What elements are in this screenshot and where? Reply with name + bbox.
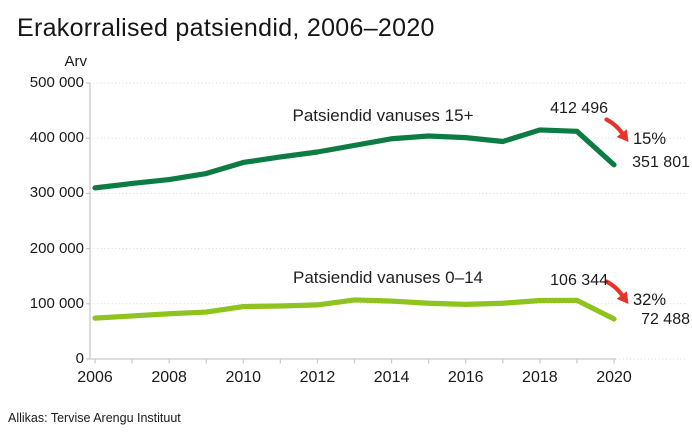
y-axis-title: Arv xyxy=(64,53,88,70)
value-label-2020-ages-15plus: 351 801 xyxy=(632,154,690,171)
series-label-ages-15plus: Patsiendid vanuses 15+ xyxy=(292,106,474,125)
y-tick-label: 400 000 xyxy=(29,129,84,147)
x-tick-label: 2020 xyxy=(596,369,632,386)
y-tick-label: 300 000 xyxy=(29,184,84,202)
decline-percent-ages-15plus: 15% xyxy=(633,130,667,148)
x-tick-label: 2008 xyxy=(151,369,187,386)
x-tick-label: 2016 xyxy=(447,369,484,386)
y-tick-label: 200 000 xyxy=(29,239,84,257)
decline-arrow-icon xyxy=(604,117,629,142)
y-tick-label: 0 xyxy=(75,350,84,367)
x-tick-label: 2014 xyxy=(373,369,410,386)
series-label-ages-0-14: Patsiendid vanuses 0–14 xyxy=(293,268,483,287)
value-label-2019-ages-15plus: 412 496 xyxy=(550,100,608,117)
x-tick-label: 2006 xyxy=(77,369,113,386)
x-tick-label: 2012 xyxy=(299,369,336,386)
value-label-2019-ages-0-14: 106 344 xyxy=(550,272,608,289)
chart-title: Erakorralised patsiendid, 2006–2020 xyxy=(17,14,435,42)
source-attribution: Allikas: Tervise Arengu Instituut xyxy=(8,411,181,425)
x-tick-label: 2010 xyxy=(225,369,262,386)
decline-percent-ages-0-14: 32% xyxy=(633,291,667,309)
decline-arrow-icon xyxy=(604,279,629,304)
y-tick-label: 500 000 xyxy=(29,74,84,91)
x-tick-label: 2018 xyxy=(522,369,558,386)
value-label-2020-ages-0-14: 72 488 xyxy=(641,311,690,328)
y-tick-label: 100 000 xyxy=(29,294,84,312)
